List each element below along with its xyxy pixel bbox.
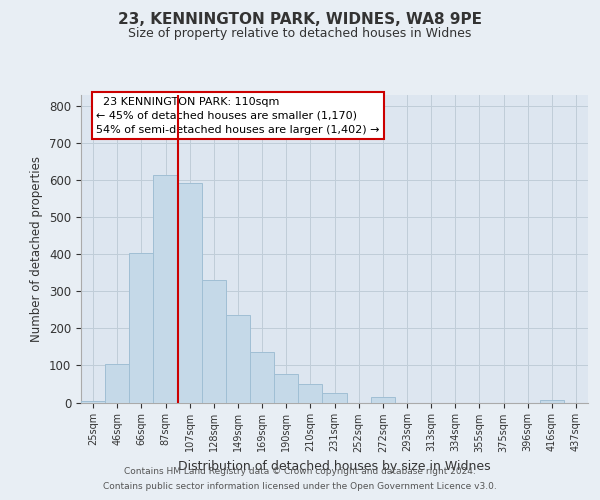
Text: Size of property relative to detached houses in Widnes: Size of property relative to detached ho…	[128, 28, 472, 40]
Text: 23 KENNINGTON PARK: 110sqm  
← 45% of detached houses are smaller (1,170)
54% of: 23 KENNINGTON PARK: 110sqm ← 45% of deta…	[96, 96, 380, 134]
Text: 23, KENNINGTON PARK, WIDNES, WA8 9PE: 23, KENNINGTON PARK, WIDNES, WA8 9PE	[118, 12, 482, 28]
Bar	[105, 364, 129, 403]
Bar	[178, 183, 202, 402]
Bar	[202, 280, 226, 402]
Bar	[274, 374, 298, 402]
Bar	[371, 397, 395, 402]
Text: Contains public sector information licensed under the Open Government Licence v3: Contains public sector information licen…	[103, 482, 497, 491]
Bar	[322, 393, 347, 402]
Bar	[298, 384, 322, 402]
Bar	[154, 174, 178, 402]
Bar	[81, 400, 105, 402]
X-axis label: Distribution of detached houses by size in Widnes: Distribution of detached houses by size …	[178, 460, 491, 473]
Text: Contains HM Land Registry data © Crown copyright and database right 2024.: Contains HM Land Registry data © Crown c…	[124, 467, 476, 476]
Y-axis label: Number of detached properties: Number of detached properties	[31, 156, 43, 342]
Bar	[129, 253, 154, 402]
Bar	[540, 400, 564, 402]
Bar	[250, 352, 274, 403]
Bar	[226, 314, 250, 402]
